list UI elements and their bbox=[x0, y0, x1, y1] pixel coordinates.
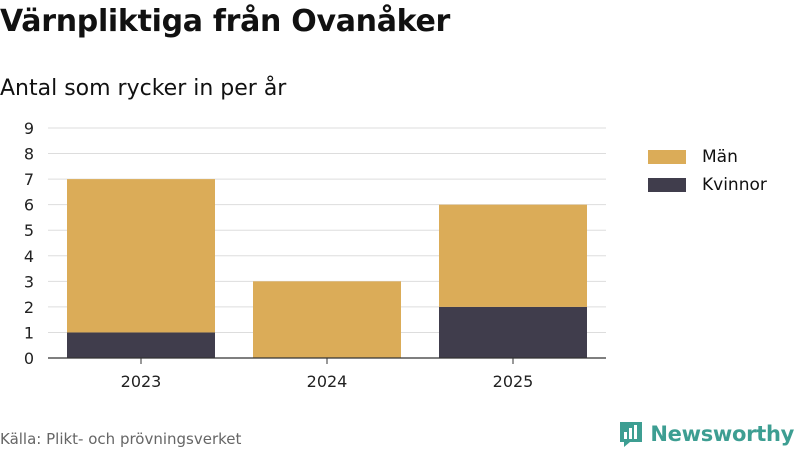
y-tick-label-0: 0 bbox=[24, 349, 34, 368]
brand-name: Newsworthy bbox=[650, 422, 794, 446]
bar-chart: 0 1 2 3 4 5 6 7 8 9 2023 2024 2025 bbox=[24, 119, 606, 391]
legend-label-men: Män bbox=[702, 147, 738, 167]
x-tick-label-2023: 2023 bbox=[121, 372, 162, 391]
x-tick-label-2024: 2024 bbox=[307, 372, 348, 391]
bar-2025-kvinnor bbox=[439, 306, 587, 358]
y-tick-label-2: 2 bbox=[24, 298, 34, 317]
newsworthy-logo-icon bbox=[620, 422, 643, 447]
legend: Män Kvinnor bbox=[648, 146, 767, 202]
y-tick-label-8: 8 bbox=[24, 145, 34, 164]
y-tick-label-6: 6 bbox=[24, 196, 34, 215]
y-tick-label-3: 3 bbox=[24, 272, 34, 291]
bar-2025-män bbox=[439, 204, 587, 307]
brand-logo[interactable]: Newsworthy bbox=[618, 420, 794, 448]
y-tick-label-1: 1 bbox=[24, 323, 34, 342]
y-tick-label-4: 4 bbox=[24, 247, 34, 266]
x-tick-label-2025: 2025 bbox=[493, 372, 534, 391]
bar-2023-män bbox=[67, 179, 215, 333]
chart-subtitle: Antal som rycker in per år bbox=[0, 76, 287, 101]
y-tick-label-7: 7 bbox=[24, 170, 34, 189]
legend-swatch-men bbox=[648, 150, 686, 164]
chart-title: Värnpliktiga från Ovanåker bbox=[0, 4, 451, 39]
legend-item-men: Män bbox=[648, 146, 767, 168]
y-tick-label-5: 5 bbox=[24, 221, 34, 240]
legend-label-women: Kvinnor bbox=[702, 175, 767, 195]
legend-item-women: Kvinnor bbox=[648, 174, 767, 196]
y-tick-label-9: 9 bbox=[24, 119, 34, 138]
bar-2024-män bbox=[253, 281, 401, 358]
bar-2023-kvinnor bbox=[67, 332, 215, 358]
source-note: Källa: Plikt- och prövningsverket bbox=[0, 430, 242, 448]
legend-swatch-women bbox=[648, 178, 686, 192]
